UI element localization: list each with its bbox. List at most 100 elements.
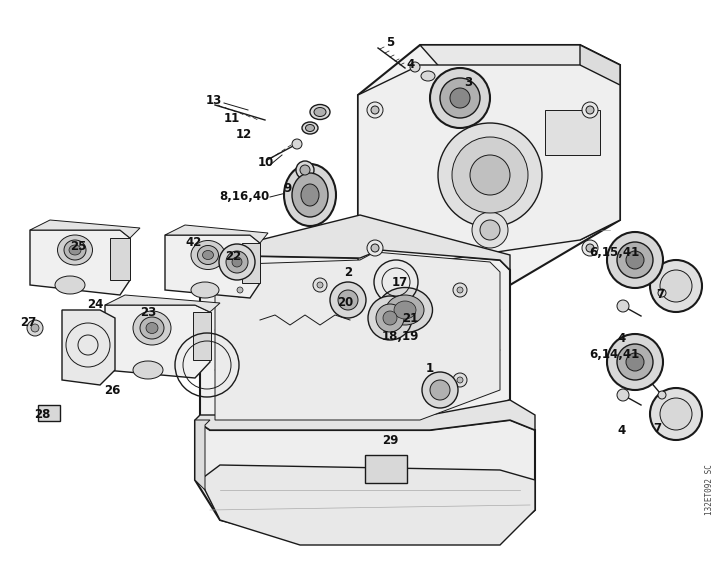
Text: 11: 11 [224,112,240,125]
Polygon shape [110,238,130,280]
Circle shape [617,344,653,380]
Circle shape [233,283,247,297]
Polygon shape [38,405,60,421]
Text: 1: 1 [426,362,434,374]
Circle shape [582,102,598,118]
Ellipse shape [197,246,218,264]
Circle shape [296,161,314,179]
Text: 10: 10 [258,155,274,168]
Text: 18,19: 18,19 [382,329,419,342]
Ellipse shape [284,164,336,226]
Ellipse shape [140,317,164,339]
Circle shape [317,282,323,288]
Circle shape [480,220,500,240]
Text: 4: 4 [407,58,415,71]
Polygon shape [358,65,620,270]
Circle shape [226,251,248,273]
Polygon shape [365,455,407,483]
Circle shape [450,88,470,108]
Polygon shape [30,230,130,295]
Text: 42: 42 [186,235,202,248]
Circle shape [453,373,467,387]
Polygon shape [242,243,260,283]
Circle shape [410,62,420,72]
Circle shape [27,320,43,336]
Polygon shape [193,312,211,360]
Circle shape [219,244,255,280]
Polygon shape [200,250,510,430]
Text: 22: 22 [225,251,241,264]
Text: 12: 12 [236,129,252,142]
Circle shape [376,304,404,332]
Circle shape [368,296,412,340]
Ellipse shape [133,311,171,345]
Circle shape [658,289,666,297]
Ellipse shape [58,235,92,265]
Circle shape [338,290,358,310]
Circle shape [457,377,463,383]
Polygon shape [195,400,535,430]
Polygon shape [215,252,500,420]
Ellipse shape [301,184,319,206]
Circle shape [232,257,242,267]
Polygon shape [165,235,260,298]
Circle shape [650,388,702,440]
Circle shape [650,260,702,312]
Text: 6,14,41: 6,14,41 [589,349,639,362]
Text: 29: 29 [382,434,398,446]
Circle shape [586,106,594,114]
Circle shape [367,240,383,256]
Polygon shape [200,215,510,270]
Text: 26: 26 [104,383,120,396]
Ellipse shape [202,251,214,260]
Text: 13: 13 [206,94,222,107]
Circle shape [452,137,528,213]
Text: 8,16,40: 8,16,40 [219,189,269,202]
Ellipse shape [191,240,225,269]
Ellipse shape [69,245,81,255]
Circle shape [617,300,629,312]
Circle shape [472,212,508,248]
Circle shape [300,165,310,175]
Ellipse shape [302,122,318,134]
Text: 7: 7 [653,421,661,434]
Circle shape [453,283,467,297]
Ellipse shape [310,104,330,120]
Ellipse shape [305,125,315,132]
Circle shape [292,139,302,149]
Polygon shape [30,220,140,238]
Circle shape [582,240,598,256]
Polygon shape [358,45,620,285]
Text: 2: 2 [344,266,352,280]
Circle shape [660,270,692,302]
Polygon shape [105,295,220,312]
Circle shape [617,242,653,278]
Text: 7: 7 [656,289,664,302]
Polygon shape [195,420,535,540]
Ellipse shape [64,240,86,260]
Ellipse shape [386,295,424,325]
Circle shape [607,232,663,288]
Circle shape [31,324,39,332]
Text: 27: 27 [20,315,36,328]
Circle shape [457,287,463,293]
Circle shape [586,244,594,252]
Circle shape [470,155,510,195]
Text: 132ET092 SC: 132ET092 SC [706,464,714,515]
Circle shape [430,68,490,128]
Ellipse shape [377,287,433,332]
Polygon shape [62,310,115,385]
Polygon shape [420,45,620,90]
Text: 25: 25 [70,240,86,253]
Polygon shape [105,305,210,378]
Circle shape [330,282,366,318]
Circle shape [313,278,327,292]
Polygon shape [200,465,535,545]
Circle shape [607,334,663,390]
Ellipse shape [146,323,158,333]
Ellipse shape [55,276,85,294]
Polygon shape [165,225,268,243]
Circle shape [422,372,458,408]
Polygon shape [580,45,620,240]
Circle shape [367,102,383,118]
